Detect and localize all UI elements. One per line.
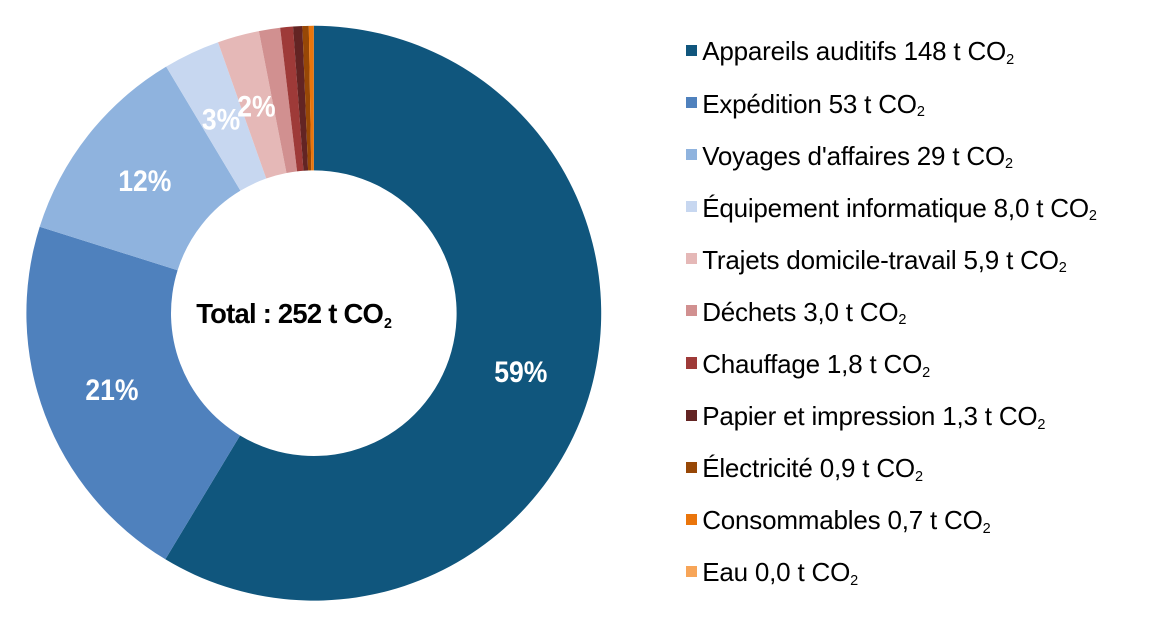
svg-text:3%: 3% — [202, 103, 240, 137]
svg-text:12%: 12% — [118, 165, 171, 199]
svg-text:Total : 252 t CO2: Total : 252 t CO2 — [196, 298, 392, 332]
svg-text:2%: 2% — [237, 90, 275, 124]
svg-text:59%: 59% — [494, 356, 547, 390]
svg-text:21%: 21% — [85, 373, 138, 407]
